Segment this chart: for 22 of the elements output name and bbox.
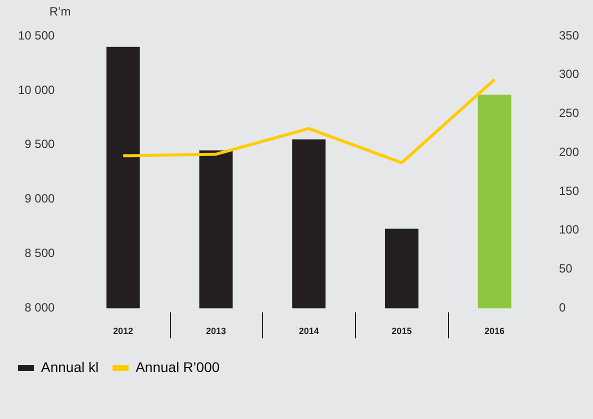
y-tick-label: 10 000	[18, 82, 56, 97]
y-tick-label: 8 000	[24, 300, 56, 315]
legend-label: Annual kl	[41, 358, 99, 375]
y2-tick-label: 0	[558, 300, 566, 315]
y-axis-title: R’m	[49, 4, 71, 18]
y2-tick-label: 300	[558, 67, 580, 82]
legend-label: Annual R’000	[136, 358, 220, 375]
y2-tick-label: 50	[558, 262, 573, 276]
y-tick-label: 9 000	[24, 192, 56, 206]
x-tick-label: 2015	[392, 326, 412, 336]
x-tick-label: 2014	[298, 326, 319, 336]
y2-tick-label: 350	[558, 28, 580, 42]
y2-tick-label: 250	[558, 106, 580, 120]
y-tick-label: 8 500	[24, 246, 56, 260]
x-tick-label: 2012	[113, 326, 134, 336]
y2-tick-label: 150	[558, 184, 580, 198]
x-tick-label: 2016	[484, 326, 505, 336]
y-tick-label: 9 500	[24, 137, 56, 152]
y2-tick-label: 100	[558, 222, 580, 237]
x-tick-label: 2013	[206, 326, 226, 336]
y-tick-label: 10 500	[18, 28, 56, 42]
y2-tick-label: 200	[558, 144, 580, 159]
